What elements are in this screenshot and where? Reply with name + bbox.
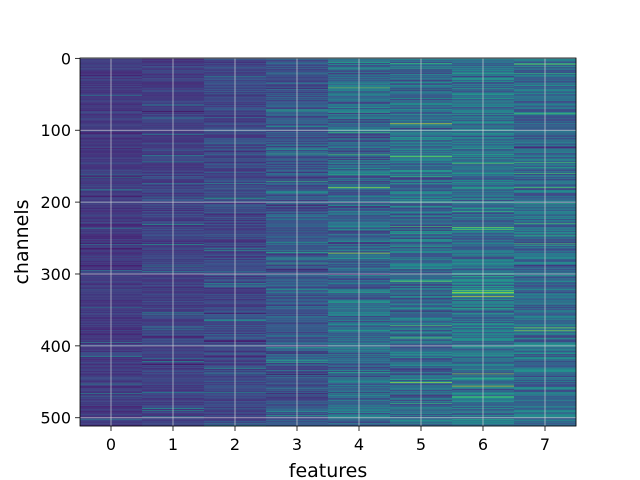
y-tick-label: 400 <box>40 337 71 356</box>
y-tick-label: 500 <box>40 409 71 428</box>
x-tick-label: 6 <box>478 435 488 454</box>
x-tick-label: 7 <box>540 435 550 454</box>
plot-frame <box>79 57 577 427</box>
x-axis: 0 1 2 3 4 5 6 7 <box>106 426 550 454</box>
x-tick-label: 0 <box>106 435 116 454</box>
y-axis-title: channels <box>11 199 33 284</box>
x-axis-title: features <box>289 460 368 480</box>
y-tick-label: 0 <box>61 49 71 68</box>
x-tick-label: 5 <box>416 435 426 454</box>
y-tick-label: 300 <box>40 265 71 284</box>
x-tick-label: 3 <box>292 435 302 454</box>
grid-lines <box>80 57 576 426</box>
y-tick-label: 100 <box>40 121 71 140</box>
heatmap-cells <box>80 58 577 427</box>
x-tick-label: 2 <box>230 435 240 454</box>
x-tick-label: 4 <box>354 435 364 454</box>
y-tick-label: 200 <box>40 193 71 212</box>
x-tick-label: 1 <box>168 435 178 454</box>
y-axis: 0 100 200 300 400 500 <box>40 49 80 428</box>
